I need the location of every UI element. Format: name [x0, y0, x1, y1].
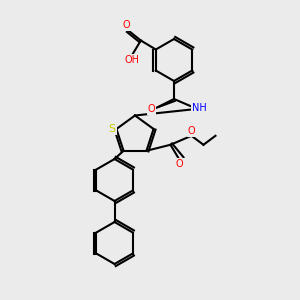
Text: OH: OH: [124, 55, 139, 65]
Text: NH: NH: [192, 103, 207, 113]
Text: O: O: [148, 104, 155, 115]
Text: S: S: [108, 124, 116, 134]
Text: O: O: [122, 20, 130, 31]
Text: O: O: [176, 159, 183, 169]
Text: O: O: [188, 126, 195, 136]
